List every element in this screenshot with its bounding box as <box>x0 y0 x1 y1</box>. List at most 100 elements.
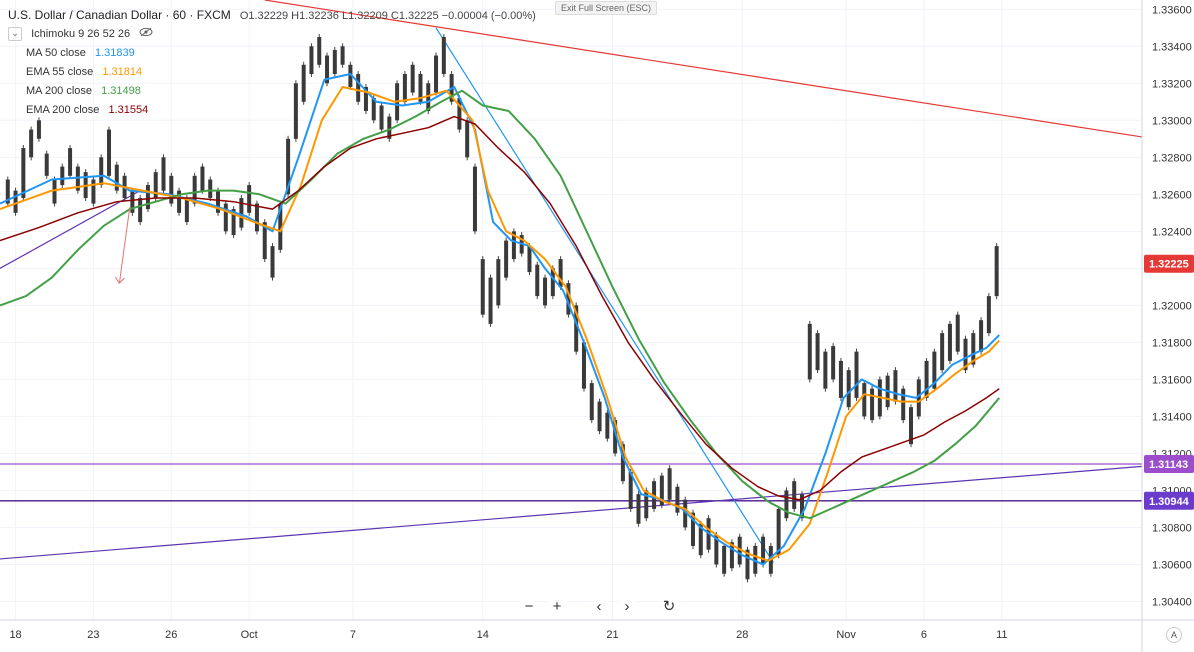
candle-body <box>745 549 750 580</box>
candle-body <box>589 383 594 421</box>
candle-body <box>107 129 112 176</box>
candle-body <box>870 388 875 421</box>
candle-body <box>21 148 26 199</box>
candle-body <box>363 86 368 112</box>
candle-body <box>169 175 174 204</box>
y-tick-label: 1.32600 <box>1152 189 1192 201</box>
candle-body <box>566 283 571 315</box>
candle-body <box>60 166 65 186</box>
candle-body <box>200 166 205 191</box>
price-label-box <box>1144 454 1194 473</box>
candle-body <box>901 388 906 421</box>
reset-chart-button[interactable]: ↻ <box>658 596 680 618</box>
candle-body <box>605 412 610 439</box>
legend: U.S. Dollar / Canadian Dollar · 60 · FXC… <box>8 6 536 120</box>
candle-body <box>729 542 734 569</box>
zoom-in-button[interactable]: + <box>546 596 568 618</box>
candle-body <box>99 157 104 186</box>
candle-body <box>317 37 322 65</box>
candle-body <box>504 240 509 278</box>
candle-body <box>216 190 221 213</box>
candle-body <box>410 64 415 93</box>
auto-scale-button[interactable]: A <box>1166 627 1182 643</box>
candle-body <box>924 360 929 398</box>
candle-body <box>13 190 18 213</box>
series-line <box>0 89 1001 520</box>
y-axis-labels: 1.33600 1.33400 1.33200 1.33000 1.32800 1.326… <box>1152 4 1192 608</box>
collapse-indicators-button[interactable]: ⌄ <box>8 27 22 42</box>
y-tick-label: 1.33200 <box>1152 78 1192 90</box>
candle-body <box>581 342 586 389</box>
candle-body <box>44 153 49 176</box>
candle-body <box>831 346 836 380</box>
candle-body <box>239 198 244 228</box>
candle-body <box>434 55 439 93</box>
candle-body <box>862 383 867 417</box>
exit-fullscreen-button[interactable]: Exit Full Screen (ESC) <box>555 1 658 15</box>
price-labels: 1.32225 1.31143 1.30944 <box>1144 254 1194 510</box>
y-tick-label: 1.31600 <box>1152 374 1192 386</box>
candle-body <box>223 203 228 232</box>
scroll-left-button[interactable]: ‹ <box>588 596 610 618</box>
y-tick-label: 1.31400 <box>1152 411 1192 423</box>
candle-body <box>325 55 330 84</box>
candle-body <box>644 490 649 519</box>
y-tick-label: 1.30800 <box>1152 522 1192 534</box>
candle-body <box>465 120 470 158</box>
candle-body <box>683 499 688 528</box>
legend-item-ema200[interactable]: EMA 200 close 1.31554 <box>26 101 536 120</box>
ichimoku-indicator[interactable]: Ichimoku 9 26 52 26 <box>31 28 131 40</box>
price-label-box <box>1144 254 1194 273</box>
candle-body <box>698 523 703 556</box>
candle-body <box>893 370 898 402</box>
y-tick-label: 1.32000 <box>1152 300 1192 312</box>
candle-body <box>558 259 563 287</box>
candle-body <box>480 259 485 315</box>
symbol-title: U.S. Dollar / Canadian Dollar · 60 · FXC… <box>8 8 231 22</box>
candle-body <box>994 246 999 297</box>
legend-item-ma200[interactable]: MA 200 close 1.31498 <box>26 82 536 101</box>
candle-body <box>535 264 540 297</box>
candle-body <box>36 120 41 139</box>
y-tick-label: 1.31800 <box>1152 337 1192 349</box>
candle-body <box>496 259 501 306</box>
x-tick-label: Oct <box>241 629 258 641</box>
legend-item-ema55[interactable]: EMA 55 close 1.31814 <box>26 63 536 82</box>
moving-average-series <box>0 73 1001 566</box>
candle-body <box>52 179 57 204</box>
candle-body <box>776 508 781 556</box>
candle-body <box>278 203 283 250</box>
trendline <box>435 27 774 563</box>
candle-body <box>753 545 758 574</box>
scroll-right-button[interactable]: › <box>616 596 638 618</box>
candle-body <box>527 246 532 273</box>
candle-body <box>301 64 306 102</box>
price-label-text: 1.31143 <box>1149 459 1188 471</box>
zoom-out-button[interactable]: − <box>518 596 540 618</box>
candle-body <box>426 83 431 112</box>
candle-body <box>231 209 236 236</box>
x-axis-labels: 18 23 26 Oct 7 14 21 28 Nov 6 11 <box>9 629 1007 641</box>
candle-body <box>963 338 968 371</box>
candle-body <box>737 536 742 565</box>
candle-body <box>184 198 189 223</box>
candle-body <box>177 190 182 213</box>
candle-body <box>488 277 493 324</box>
trendline <box>0 190 141 269</box>
candle-body <box>550 268 555 297</box>
candle-body <box>138 198 143 223</box>
eye-off-icon[interactable] <box>139 25 153 44</box>
legend-name: EMA 200 close <box>26 104 100 116</box>
legend-item-ma50[interactable]: MA 50 close 1.31839 <box>26 44 536 63</box>
y-tick-label: 1.30400 <box>1152 596 1192 608</box>
chart-toolbar: − + ‹ › ↻ <box>518 596 680 622</box>
price-label-box <box>1144 491 1194 510</box>
x-tick-label: 21 <box>606 629 618 641</box>
arrow-head <box>114 276 125 284</box>
grid-lines <box>0 0 1142 620</box>
legend-value: 1.31554 <box>108 104 149 116</box>
price-label-text: 1.30944 <box>1149 496 1190 508</box>
x-tick-label: Nov <box>836 629 856 641</box>
candle-body <box>823 351 828 389</box>
